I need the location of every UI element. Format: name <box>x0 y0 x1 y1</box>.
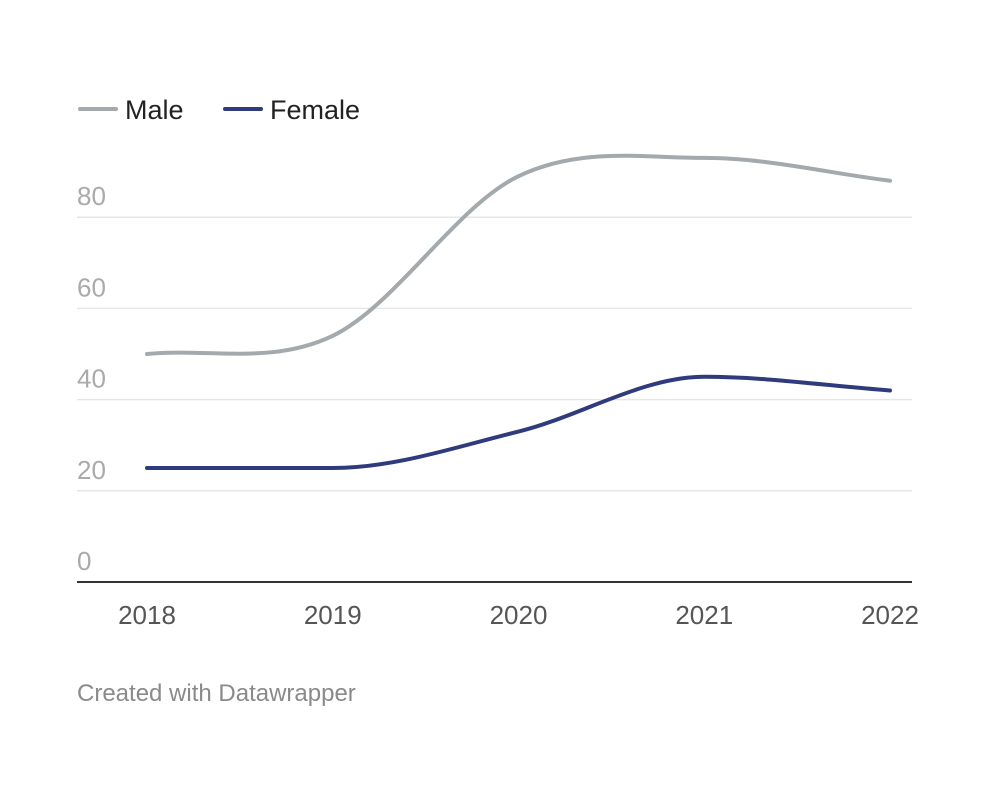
x-tick-label: 2020 <box>490 600 548 630</box>
y-tick-label: 40 <box>77 364 106 394</box>
footer-credit: Created with Datawrapper <box>77 680 356 707</box>
legend-label-male: Male <box>125 95 184 125</box>
y-tick-label: 0 <box>77 546 91 576</box>
y-tick-label: 80 <box>77 181 106 211</box>
y-tick-label: 60 <box>77 272 106 302</box>
series-line-male <box>145 153 892 356</box>
x-axis-ticks: 2018 2019 2020 2021 2022 <box>118 600 919 630</box>
x-tick-label: 2022 <box>861 600 919 630</box>
gridlines <box>77 216 912 492</box>
legend: Male Female <box>78 95 360 125</box>
x-tick-label: 2018 <box>118 600 176 630</box>
legend-label-female: Female <box>270 95 360 125</box>
x-tick-label: 2019 <box>304 600 362 630</box>
series-line-female <box>145 374 892 471</box>
y-tick-label: 20 <box>77 455 106 485</box>
series-lines <box>145 153 892 471</box>
x-tick-label: 2021 <box>675 600 733 630</box>
y-axis-ticks: 0 20 40 60 80 <box>77 181 106 576</box>
